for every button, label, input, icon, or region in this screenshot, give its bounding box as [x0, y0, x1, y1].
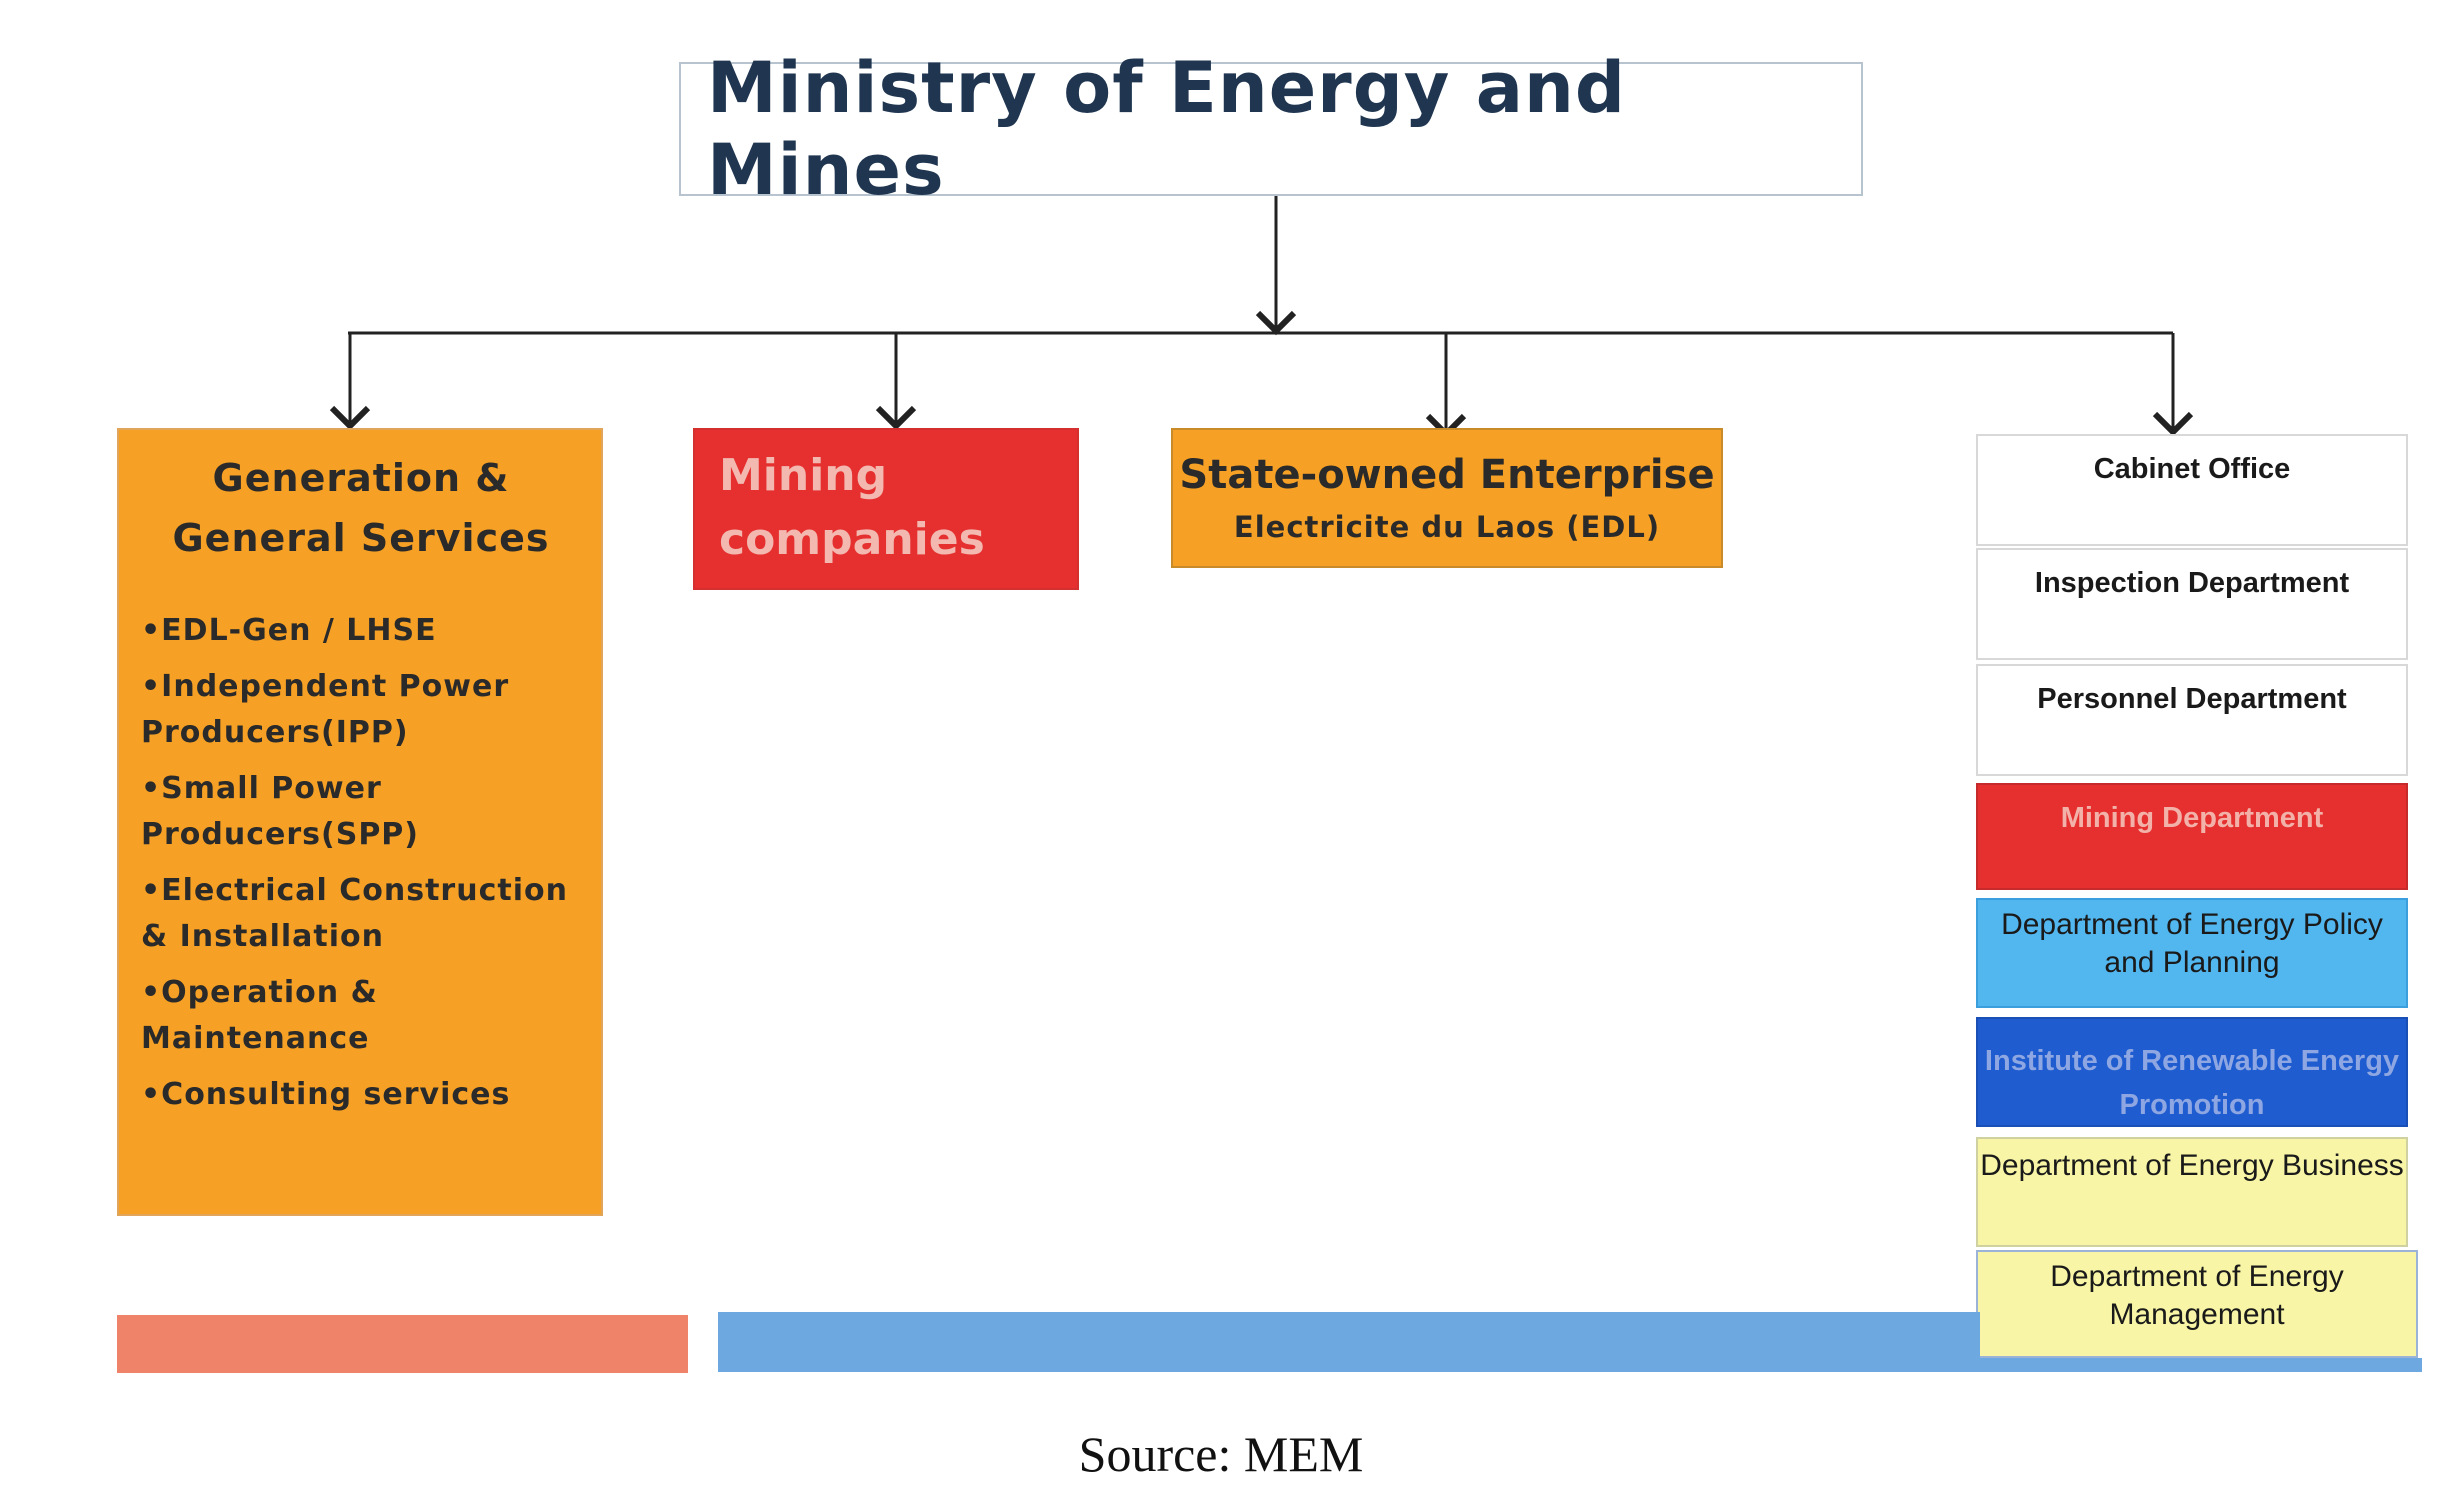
dept-label: Inspection Department: [2034, 567, 2350, 599]
generation-title-line2: General Services: [172, 516, 550, 560]
dept-renewable-energy-institute: Institute of Renewable Energy Promotion: [1976, 1017, 2408, 1127]
generation-title-line1: Generation &: [212, 456, 510, 500]
dept-energy-policy-planning: Department of Energy Policy and Planning: [1976, 898, 2408, 1008]
dept-inspection: Inspection Department: [1976, 548, 2408, 660]
dept-energy-business: Department of Energy Business: [1976, 1137, 2408, 1247]
ministry-box: Ministry of Energy and Mines: [679, 47, 1863, 211]
dept-label: Department of Energy Policy and Planning: [2001, 908, 2383, 979]
generation-item: •Consulting services: [141, 1077, 511, 1112]
dept-cabinet-office: Cabinet Office: [1976, 434, 2408, 546]
dept-label: Cabinet Office: [2093, 453, 2291, 485]
dept-personnel: Personnel Department: [1976, 664, 2408, 776]
dept-label: Department of Energy Management: [2050, 1260, 2344, 1331]
dept-label: Mining Department: [2060, 802, 2324, 834]
ministry-title: Ministry of Energy and Mines: [707, 47, 1626, 211]
source-caption: Source: MEM: [1078, 1426, 1364, 1482]
mining-companies-box: Mining companies: [693, 428, 1079, 590]
soe-subtitle: Electricite du Laos (EDL): [1233, 510, 1661, 544]
generation-item-list: •EDL-Gen / LHSE •Independent Power Produ…: [141, 608, 581, 1118]
generation-item: •Small Power Producers(SPP): [141, 771, 420, 852]
generation-item: •EDL-Gen / LHSE: [141, 613, 437, 648]
bottom-bar-blue-end: [1980, 1358, 2422, 1372]
state-owned-enterprise-box: State-owned Enterprise Electricite du La…: [1171, 428, 1723, 568]
generation-item: •Operation & Maintenance: [141, 975, 378, 1056]
dept-label: Department of Energy Business: [1980, 1149, 2404, 1182]
generation-services-box: Generation & General Services •EDL-Gen /…: [117, 428, 603, 1216]
bottom-bar-salmon: [117, 1315, 688, 1373]
dept-mining: Mining Department: [1976, 783, 2408, 890]
generation-item: •Independent Power Producers(IPP): [141, 669, 510, 750]
dept-label: Institute of Renewable Energy Promotion: [1984, 1045, 2400, 1121]
dept-label: Personnel Department: [2037, 683, 2347, 715]
soe-title: State-owned Enterprise: [1179, 452, 1715, 498]
mining-companies-label: Mining companies: [719, 450, 985, 565]
generation-item: •Electrical Construction & Installation: [141, 873, 568, 954]
dept-energy-management: Department of Energy Management: [1976, 1250, 2418, 1358]
bottom-bar-blue: [718, 1312, 1980, 1372]
